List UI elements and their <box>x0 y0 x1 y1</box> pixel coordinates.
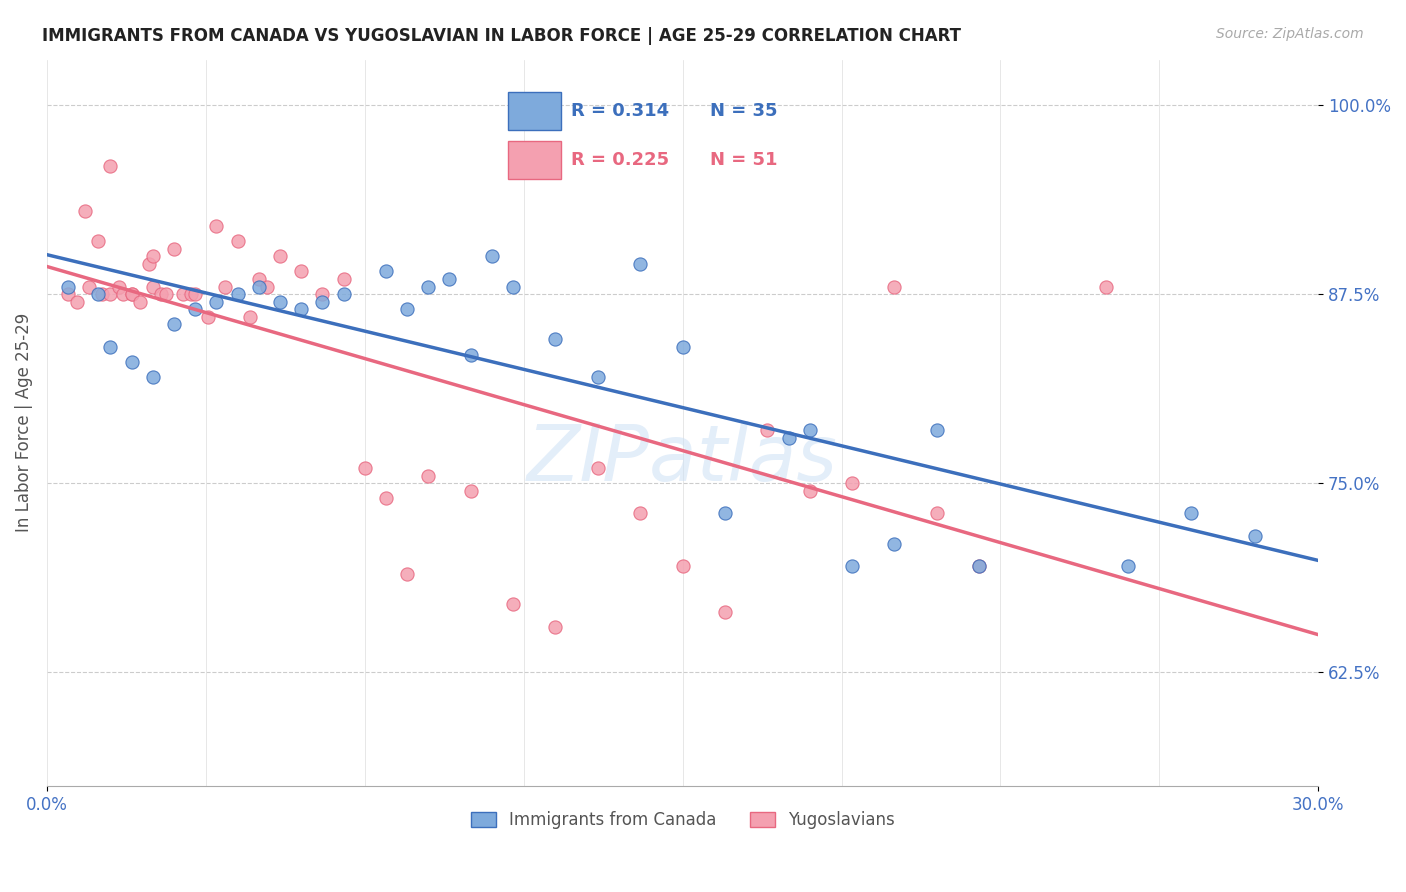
Point <box>396 566 419 581</box>
Point <box>87 234 110 248</box>
Point <box>799 483 821 498</box>
Point <box>841 476 863 491</box>
Point <box>108 279 131 293</box>
Point <box>290 302 312 317</box>
Point <box>883 537 905 551</box>
Point <box>967 559 990 574</box>
Point <box>226 287 249 301</box>
Point <box>214 279 236 293</box>
Point <box>205 219 228 233</box>
Point <box>714 507 737 521</box>
Point <box>628 257 651 271</box>
Point <box>197 310 219 324</box>
Point <box>1243 529 1265 543</box>
Point <box>714 605 737 619</box>
Point <box>77 279 100 293</box>
Point <box>396 302 419 317</box>
Point <box>841 559 863 574</box>
Point <box>671 559 693 574</box>
Point <box>142 279 165 293</box>
Point <box>756 423 779 437</box>
Point <box>460 348 482 362</box>
Point <box>100 340 122 354</box>
Point <box>481 249 503 263</box>
Point <box>163 242 186 256</box>
Point <box>91 287 114 301</box>
Point <box>290 264 312 278</box>
Point <box>460 483 482 498</box>
Point <box>129 294 152 309</box>
Point <box>671 340 693 354</box>
Point <box>925 507 948 521</box>
Point <box>544 333 567 347</box>
Point <box>778 431 800 445</box>
Point <box>150 287 173 301</box>
Legend: Immigrants from Canada, Yugoslavians: Immigrants from Canada, Yugoslavians <box>464 805 901 836</box>
Point <box>502 597 524 611</box>
Point <box>184 287 207 301</box>
Point <box>799 423 821 437</box>
Text: Source: ZipAtlas.com: Source: ZipAtlas.com <box>1216 27 1364 41</box>
Text: ZIPatlas: ZIPatlas <box>527 421 838 497</box>
Point <box>247 272 270 286</box>
Point <box>586 370 609 384</box>
Point <box>311 294 333 309</box>
Point <box>1180 507 1202 521</box>
Point <box>269 249 291 263</box>
Point <box>586 461 609 475</box>
Point <box>100 159 122 173</box>
Point <box>180 287 202 301</box>
Point <box>172 287 194 301</box>
Point <box>502 279 524 293</box>
Point <box>226 234 249 248</box>
Point <box>163 318 186 332</box>
Point <box>142 249 165 263</box>
Point <box>112 287 135 301</box>
Point <box>56 279 79 293</box>
Point <box>883 279 905 293</box>
Point <box>967 559 990 574</box>
Point <box>121 355 143 369</box>
Point <box>374 264 396 278</box>
Point <box>100 287 122 301</box>
Point <box>142 370 165 384</box>
Point <box>239 310 262 324</box>
Point <box>332 272 354 286</box>
Point <box>205 294 228 309</box>
Point <box>138 257 160 271</box>
Point <box>73 203 96 218</box>
Point <box>418 468 440 483</box>
Point <box>87 287 110 301</box>
Text: IMMIGRANTS FROM CANADA VS YUGOSLAVIAN IN LABOR FORCE | AGE 25-29 CORRELATION CHA: IMMIGRANTS FROM CANADA VS YUGOSLAVIAN IN… <box>42 27 962 45</box>
Point <box>269 294 291 309</box>
Point <box>628 507 651 521</box>
Point <box>439 272 461 286</box>
Point <box>121 287 143 301</box>
Point <box>353 461 375 475</box>
Point <box>925 423 948 437</box>
Point <box>155 287 177 301</box>
Point <box>311 287 333 301</box>
Point <box>332 287 354 301</box>
Point <box>121 287 143 301</box>
Point <box>418 279 440 293</box>
Point <box>374 491 396 506</box>
Point <box>256 279 278 293</box>
Point <box>1095 279 1118 293</box>
Point <box>184 302 207 317</box>
Y-axis label: In Labor Force | Age 25-29: In Labor Force | Age 25-29 <box>15 313 32 533</box>
Point <box>56 287 79 301</box>
Point <box>247 279 270 293</box>
Point <box>1116 559 1139 574</box>
Point <box>544 620 567 634</box>
Point <box>65 294 87 309</box>
